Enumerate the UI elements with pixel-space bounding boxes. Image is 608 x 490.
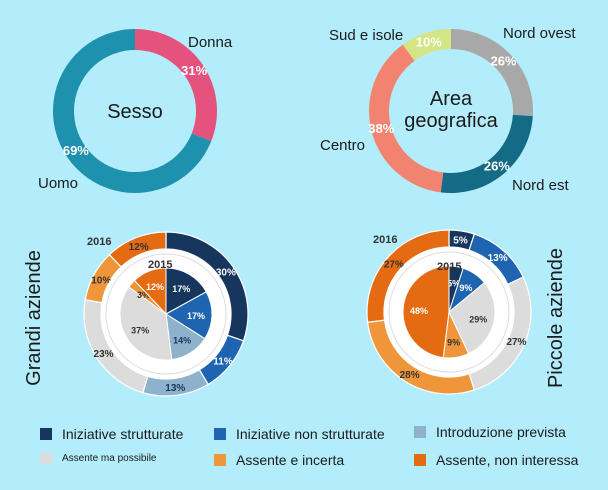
area-slice-nord-est: [440, 114, 533, 194]
piccole-2015-value-label-assente-ma-possibile: 29%: [469, 315, 487, 325]
area-value-label-centro: 38%: [368, 121, 394, 136]
legend-label: Introduzione prevista: [436, 424, 566, 440]
sesso-value-label-uomo: 69%: [63, 143, 89, 158]
area-center-label-line2: geografica: [404, 110, 498, 132]
grandi-2016-value-label-iniziative-non-strutturate: 11%: [213, 356, 233, 367]
piccole-2016-value-label-assente-ma-possibile: 27%: [506, 337, 526, 348]
legend-item-assente-ma-possibile: Assente ma possibile: [40, 452, 157, 464]
legend-item-assente-non-interessa: Assente, non interessa: [414, 452, 578, 468]
legend-swatch: [414, 454, 426, 466]
legend-item-iniziative-strutturate: Iniziative strutturate: [40, 426, 183, 442]
piccole-2015-value-label-iniziative-strutturate: 5%: [447, 278, 460, 288]
legend-label: Assente e incerta: [236, 452, 345, 468]
area-category-label-centro: Centro: [320, 137, 365, 154]
piccole-2016-value-label-iniziative-strutturate: 5%: [453, 235, 468, 246]
grandi-2016-value-label-iniziative-strutturate: 30%: [216, 267, 236, 278]
legend-label: Assente, non interessa: [436, 452, 579, 468]
legend-swatch: [40, 452, 52, 464]
legend-swatch: [214, 454, 226, 466]
piccole-side-label: Piccole aziende: [545, 248, 567, 388]
piccole-year-label-2015: 2015: [437, 261, 461, 273]
piccole-2015-slice-assente-non-interessa: [402, 265, 450, 359]
legend-swatch: [414, 426, 426, 438]
sesso-category-label-uomo: Uomo: [38, 175, 78, 192]
piccole-2016-value-label-assente-non-interessa: 27%: [384, 259, 404, 270]
piccole-2015-value-label-iniziative-non-strutturate: 9%: [459, 283, 472, 293]
legend-swatch: [214, 428, 226, 440]
grandi-2016-value-label-assente-ma-possibile: 23%: [94, 349, 114, 360]
legend-item-assente-e-incerta: Assente e incerta: [214, 452, 344, 468]
grandi-year-label-2016: 2016: [87, 236, 111, 248]
grandi-2016-value-label-assente-e-incerta: 10%: [91, 275, 111, 286]
piccole-2015-value-label-assente-non-interessa: 48%: [410, 306, 428, 316]
grandi-2015-value-label-iniziative-non-strutturate: 17%: [187, 311, 205, 321]
legend-swatch: [40, 428, 52, 440]
grandi-2015-value-label-assente-ma-possibile: 37%: [131, 325, 149, 335]
grandi-2015-value-label-assente-e-incerta: 3%: [137, 290, 150, 300]
legend-label: Iniziative strutturate: [62, 426, 184, 442]
legend-label: Iniziative non strutturate: [236, 426, 385, 442]
grandi-2015-slice-assente-ma-possibile: [119, 286, 173, 361]
grandi-side-label: Grandi aziende: [23, 250, 45, 386]
sesso-slice-donna: [135, 29, 217, 142]
legend-item-introduzione-prevista: Introduzione prevista: [414, 424, 566, 440]
area-category-label-sud-e-isole: Sud e isole: [329, 27, 403, 44]
grandi-year-label-2015: 2015: [148, 259, 172, 271]
grandi-2016-value-label-introduzione-prevista: 13%: [165, 383, 185, 394]
area-value-label-sud-e-isole: 10%: [416, 35, 442, 50]
area-slice-centro: [368, 44, 444, 193]
sesso-donut-chart: 31% 69% Sesso Donna Uomo: [38, 29, 233, 194]
area-value-label-nord-ovest: 26%: [490, 54, 516, 69]
grandi-2015-value-label-iniziative-strutturate: 17%: [172, 284, 190, 294]
grandi-2016-value-label-assente-non-interessa: 12%: [129, 242, 149, 253]
area-slice-nord-ovest: [451, 29, 533, 117]
grandi-2015-slice-iniziative-strutturate: [165, 267, 207, 315]
sesso-center-label: Sesso: [107, 101, 163, 123]
grandi-2015-value-label-introduzione-prevista: 14%: [173, 335, 191, 345]
piccole-2015-value-label-assente-e-incerta: 9%: [447, 338, 460, 348]
piccole-year-label-2016: 2016: [373, 234, 397, 246]
grandi-2015-slice-iniziative-non-strutturate: [165, 291, 213, 340]
area-category-label-nord-est: Nord est: [512, 177, 570, 194]
area-category-label-nord-ovest: Nord ovest: [503, 25, 576, 42]
legend-item-iniziative-non-strutturate: Iniziative non strutturate: [214, 426, 385, 442]
grandi-2015-value-label-assente-non-interessa: 12%: [146, 282, 164, 292]
legend-label: Assente ma possibile: [62, 452, 157, 464]
piccole-2016-value-label-iniziative-non-strutturate: 13%: [488, 253, 508, 264]
grandi-aziende-nested-donut: 30%11%13%23%10%12%17%17%14%37%3%12%20162…: [23, 231, 249, 397]
sesso-category-label-donna: Donna: [188, 34, 233, 51]
grandi-2015-slice-assente-non-interessa: [133, 267, 167, 316]
area-value-label-nord-est: 26%: [484, 158, 510, 173]
area-slice-sud-e-isole: [402, 29, 451, 61]
piccole-2016-value-label-assente-e-incerta: 28%: [400, 370, 420, 381]
sesso-value-label-donna: 31%: [181, 63, 207, 78]
area-center-label-line1: Area: [430, 88, 473, 110]
legend: Iniziative strutturate Iniziative non st…: [0, 418, 608, 490]
